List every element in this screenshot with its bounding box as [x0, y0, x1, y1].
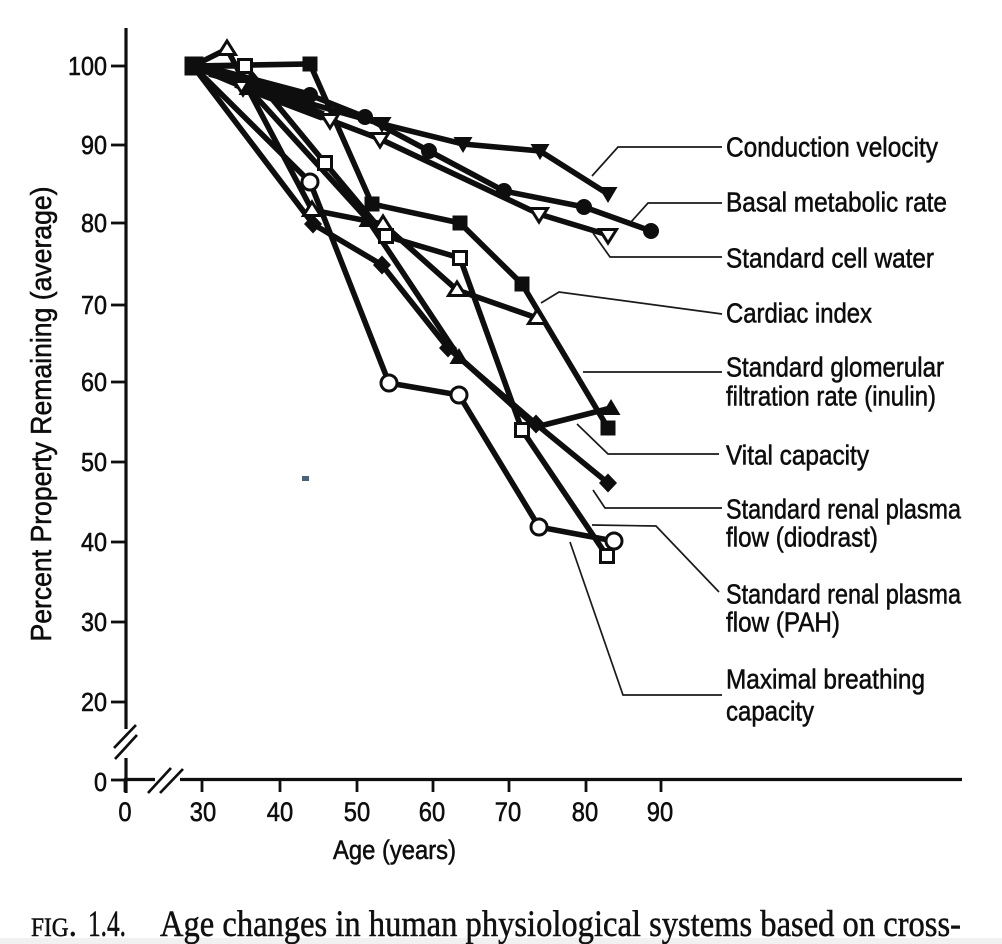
svg-text:Maximal breathing: Maximal breathing	[726, 664, 925, 695]
svg-text:fig.1.4.Age changes in human p: fig. 1.4. Age changes in human physiologic…	[31, 904, 961, 944]
svg-text:100: 100	[68, 51, 107, 81]
svg-text:90: 90	[81, 130, 107, 160]
svg-text:60: 60	[81, 367, 107, 397]
svg-text:Standard renal plasma: Standard renal plasma	[726, 494, 961, 525]
svg-text:flow (PAH): flow (PAH)	[726, 607, 840, 638]
svg-text:0: 0	[118, 797, 131, 827]
svg-text:Conduction velocity: Conduction velocity	[726, 132, 938, 163]
svg-text:80: 80	[81, 208, 107, 238]
svg-text:80: 80	[572, 797, 598, 827]
svg-text:Percent Property Remaining (av: Percent Property Remaining (average)	[26, 187, 58, 642]
svg-text:Standard renal plasma: Standard renal plasma	[726, 579, 961, 610]
svg-text:70: 70	[81, 290, 107, 320]
svg-text:flow (diodrast): flow (diodrast)	[726, 522, 878, 553]
svg-text:40: 40	[81, 527, 107, 557]
svg-text:Basal metabolic rate: Basal metabolic rate	[726, 187, 947, 218]
svg-text:Age (years): Age (years)	[333, 835, 456, 865]
svg-text:60: 60	[419, 797, 445, 827]
svg-text:50: 50	[344, 797, 370, 827]
svg-text:Standard glomerular: Standard glomerular	[726, 352, 944, 383]
svg-text:Standard cell water: Standard cell water	[726, 243, 934, 274]
svg-text:30: 30	[190, 797, 216, 827]
svg-text:filtration rate (inulin): filtration rate (inulin)	[726, 381, 936, 412]
svg-text:20: 20	[81, 687, 107, 717]
svg-text:0: 0	[94, 767, 107, 797]
svg-text:Vital capacity: Vital capacity	[726, 440, 869, 471]
svg-text:70: 70	[495, 797, 521, 827]
svg-text:50: 50	[81, 447, 107, 477]
svg-text:capacity: capacity	[726, 696, 814, 727]
svg-text:40: 40	[267, 797, 293, 827]
svg-text:Cardiac index: Cardiac index	[726, 298, 872, 329]
svg-text:30: 30	[81, 607, 107, 637]
svg-text:90: 90	[647, 797, 673, 827]
